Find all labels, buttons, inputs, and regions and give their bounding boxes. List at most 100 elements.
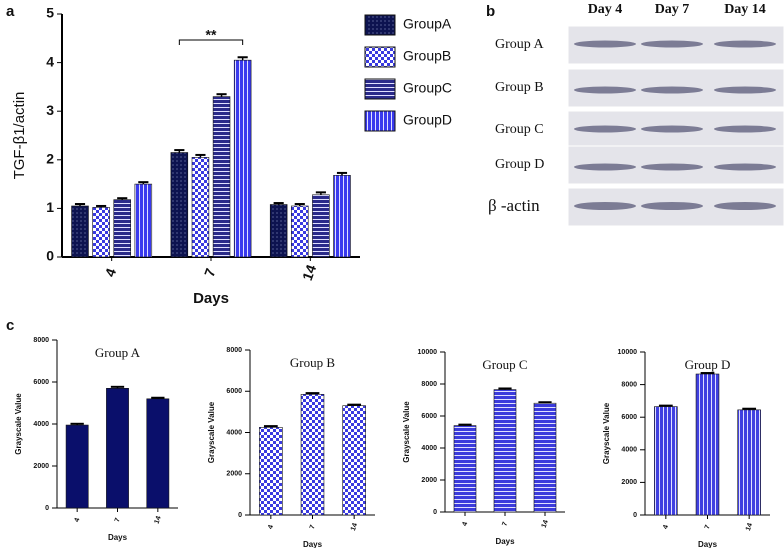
y-axis-label: Grayscale Value: [602, 402, 611, 464]
blot-band: [714, 125, 776, 133]
x-tick-label: 14: [350, 522, 359, 532]
annotation: **: [206, 27, 217, 43]
x-tick-label: 7: [114, 517, 122, 523]
x-tick-label: 14: [299, 262, 319, 282]
error-bar: [110, 385, 125, 389]
y-tick-label: 10000: [418, 349, 438, 356]
x-tick-label: 14: [154, 515, 163, 525]
panel-label: c: [6, 317, 14, 334]
bar: [113, 199, 131, 258]
x-tick-label: 4: [102, 266, 120, 279]
y-axis-label: Grayscale Value: [402, 401, 411, 463]
bar: [191, 157, 210, 258]
chart-title: Group A: [95, 345, 141, 360]
error-bar: [700, 372, 715, 375]
y-tick-label: 0: [45, 505, 49, 512]
bar: [65, 424, 89, 509]
bar: [259, 427, 283, 516]
x-tick-label: 4: [267, 524, 275, 530]
bar: [342, 405, 366, 516]
blot-band: [574, 163, 636, 171]
blot-band: [714, 163, 776, 171]
legend-label: GroupB: [403, 48, 451, 64]
y-tick-label: 8000: [421, 381, 437, 388]
chart-title: Group D: [685, 357, 731, 372]
y-tick-label: 0: [46, 248, 54, 264]
y-tick-label: 2000: [421, 477, 437, 484]
error-bar: [74, 203, 86, 206]
x-axis-label: Days: [193, 290, 229, 307]
y-tick-label: 0: [238, 512, 242, 519]
y-tick-label: 5: [46, 5, 54, 21]
legend-swatch: [364, 46, 396, 68]
blot-row-label: Group D: [495, 157, 544, 172]
y-tick-label: 4000: [33, 421, 49, 428]
blot-band: [574, 40, 636, 48]
bar: [300, 394, 325, 516]
blot-band: [641, 202, 703, 210]
y-tick-label: 2000: [226, 471, 242, 478]
y-tick-label: 0: [433, 509, 437, 516]
blot-column-label: Day 7: [655, 2, 690, 17]
legend-label: GroupD: [403, 112, 452, 128]
error-bar: [273, 202, 284, 205]
y-tick-label: 3: [46, 102, 54, 118]
y-tick-label: 6000: [621, 414, 637, 421]
x-axis-label: Days: [495, 537, 515, 546]
blot-band: [574, 86, 636, 94]
error-bar: [538, 401, 552, 404]
y-tick-label: 8000: [33, 337, 49, 344]
bar: [453, 425, 477, 513]
blot-band: [641, 125, 703, 133]
blot-band: [641, 163, 703, 171]
bar: [146, 398, 170, 509]
blot-band: [714, 86, 776, 94]
error-bar: [195, 153, 206, 158]
error-bar: [216, 93, 227, 97]
chart-title: Group B: [290, 355, 335, 370]
error-bar: [294, 203, 305, 206]
x-tick-label: 14: [541, 519, 550, 529]
y-tick-label: 6000: [226, 388, 242, 395]
error-bar: [347, 403, 362, 406]
bar: [737, 409, 761, 516]
error-bar: [138, 181, 149, 185]
error-bar: [498, 387, 512, 390]
y-tick-label: 8000: [621, 381, 637, 388]
panel-label: b: [486, 3, 495, 20]
y-tick-label: 4000: [621, 447, 637, 454]
error-bar: [263, 425, 278, 428]
blot-row-label: β -actin: [488, 196, 540, 215]
error-bar: [315, 191, 326, 195]
error-bar: [305, 392, 320, 395]
blot-row-label: Group B: [495, 80, 544, 95]
x-tick-label: 7: [201, 266, 219, 279]
error-bar: [336, 171, 348, 176]
legend-label: GroupA: [403, 16, 452, 32]
y-tick-label: 6000: [33, 379, 49, 386]
x-axis-label: Days: [698, 540, 718, 548]
bar: [291, 205, 309, 258]
x-tick-label: 4: [74, 517, 82, 523]
error-bar: [658, 404, 673, 407]
x-axis-label: Days: [303, 540, 323, 548]
bar: [312, 194, 330, 258]
y-tick-label: 4000: [421, 445, 437, 452]
y-tick-label: 0: [633, 512, 637, 519]
legend-swatch: [364, 78, 396, 100]
x-tick-label: 14: [745, 522, 754, 532]
bar: [170, 152, 189, 258]
legend-swatch: [364, 14, 396, 36]
y-tick-label: 1: [46, 199, 54, 215]
y-tick-label: 4000: [226, 429, 242, 436]
chart-title: Group C: [482, 357, 527, 372]
x-tick-label: 7: [309, 524, 317, 530]
blot-band: [641, 86, 703, 94]
x-tick-label: 4: [662, 524, 670, 530]
bar: [71, 205, 89, 258]
legend-swatch: [364, 110, 396, 132]
y-tick-label: 2000: [621, 479, 637, 486]
error-bar: [237, 56, 248, 61]
blot-band: [714, 40, 776, 48]
